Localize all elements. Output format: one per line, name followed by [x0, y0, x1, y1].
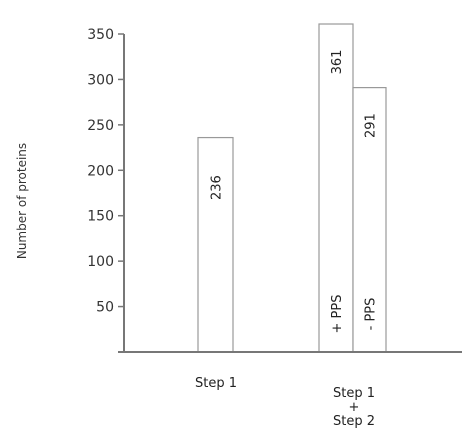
y-axis-label-group: Number of proteins [15, 143, 29, 259]
y-tick-label: 50 [96, 300, 114, 316]
bar-inner-label: + PPS [330, 295, 345, 334]
axes-group [118, 34, 462, 353]
y-ticks-group: 50 100 150 200 250 300 350 [87, 27, 124, 316]
bar [197, 136, 234, 353]
y-tick-label: 250 [87, 118, 114, 134]
bar [352, 87, 387, 353]
bar-value-label: 361 [330, 50, 345, 75]
x-category-label: Step 1 [195, 376, 237, 391]
y-tick-label: 300 [87, 72, 114, 88]
y-tick-label: 150 [87, 209, 114, 225]
bar-inner-label: - PPS [364, 298, 379, 331]
x-category-label: + [349, 400, 360, 415]
bars-group: 236 361 + PPS 291 - PPS [197, 23, 387, 353]
bar-value-label: 236 [210, 175, 225, 200]
y-tick-label: 100 [87, 254, 114, 270]
x-category-label: Step 1 [333, 386, 375, 401]
y-tick-label: 350 [87, 27, 114, 43]
x-category-label: Step 2 [333, 414, 375, 429]
y-tick-label: 200 [87, 163, 114, 179]
bar-value-label: 291 [364, 113, 379, 138]
y-axis-label: Number of proteins [15, 143, 29, 259]
